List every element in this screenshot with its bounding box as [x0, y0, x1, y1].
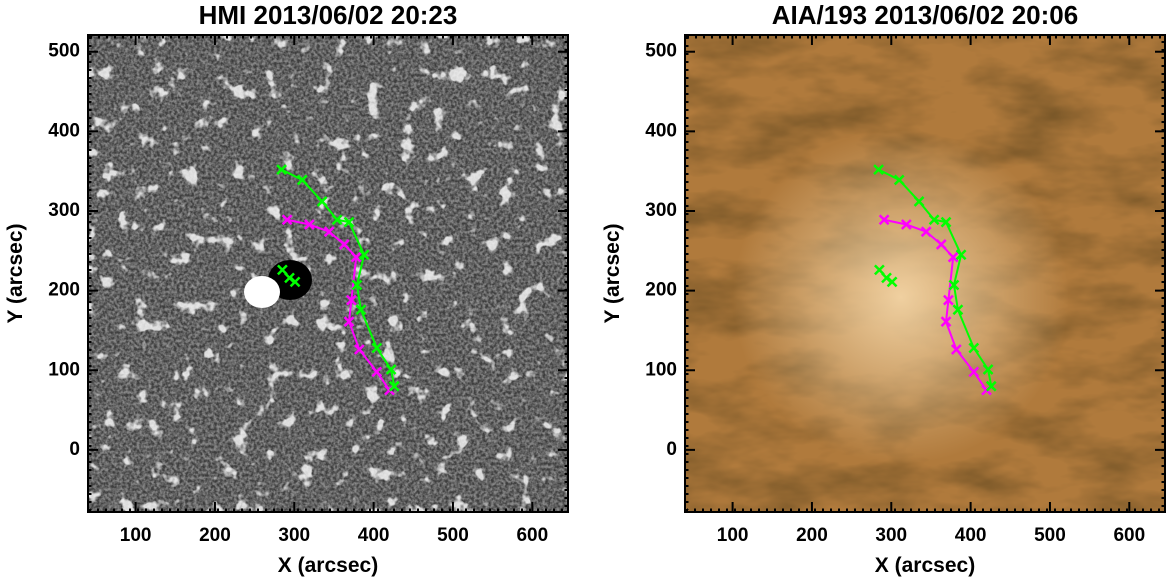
trace-marker	[873, 164, 884, 175]
trace-marker	[982, 364, 994, 375]
y-tick-label: 300	[645, 200, 677, 221]
chart-title: HMI 2013/06/02 20:23	[199, 0, 458, 30]
trace-marker	[920, 226, 932, 238]
trace-marker	[873, 264, 885, 276]
trace-marker	[323, 226, 335, 238]
trace-marker	[985, 380, 997, 392]
minor-tick-frame	[88, 35, 568, 512]
y-tick-label: 500	[645, 41, 677, 62]
trace-marker	[276, 264, 288, 276]
x-tick-label: 300	[875, 525, 907, 546]
x-tick-label: 100	[717, 525, 749, 546]
trace-marker	[968, 342, 980, 354]
aia-image	[685, 35, 1165, 512]
x-tick-label: 400	[955, 525, 987, 546]
y-axis-label: Y (arcsec)	[4, 223, 27, 323]
y-tick-label: 400	[645, 120, 677, 141]
trace-marker	[968, 366, 980, 378]
chart-title: AIA/193 2013/06/02 20:06	[772, 0, 1078, 30]
y-tick-label: 300	[48, 200, 80, 221]
y-axis-label: Y (arcsec)	[601, 223, 624, 323]
y-tick-label: 400	[48, 120, 80, 141]
x-tick-label: 600	[516, 525, 548, 546]
trace-marker	[935, 239, 947, 250]
trace-marker	[385, 364, 397, 375]
y-tick-label: 0	[666, 439, 677, 460]
trace-marker	[351, 279, 363, 291]
trace-marker	[952, 304, 964, 316]
y-tick-label: 0	[69, 439, 80, 460]
trace-marker	[940, 216, 952, 228]
trace-marker	[289, 276, 301, 288]
trace-marker	[900, 219, 912, 230]
plot-frame	[684, 34, 1166, 513]
x-tick-label: 500	[1034, 525, 1066, 546]
x-tick-label: 200	[199, 525, 231, 546]
trace-marker	[281, 214, 293, 226]
trace-marker	[371, 366, 383, 378]
trace-marker	[343, 216, 355, 228]
trace-marker	[296, 174, 308, 186]
trace-marker	[928, 214, 940, 226]
y-tick-label: 200	[48, 280, 80, 301]
trace-marker	[316, 196, 328, 207]
trace-marker	[355, 304, 367, 316]
hmi-image	[88, 35, 568, 512]
y-tick-label: 500	[48, 41, 80, 62]
x-axis-label: X (arcsec)	[278, 554, 378, 577]
trace-marker	[878, 214, 890, 226]
trace-marker	[943, 294, 954, 306]
trace-marker	[303, 219, 315, 230]
trace-marker	[947, 251, 959, 263]
trace-line	[883, 218, 988, 391]
trace-marker	[346, 294, 357, 306]
trace-marker	[358, 249, 370, 261]
y-tick-label: 200	[645, 280, 677, 301]
trace-marker	[331, 214, 343, 226]
trace-marker	[276, 164, 287, 175]
trace-marker	[955, 249, 967, 261]
trace-marker	[343, 316, 355, 328]
trace-marker	[350, 251, 362, 263]
trace-marker	[338, 239, 350, 250]
trace-marker	[893, 174, 905, 186]
minor-tick-frame	[685, 35, 1165, 512]
trace-marker	[886, 276, 898, 288]
plot-frame	[87, 34, 569, 513]
y-tick-label: 100	[48, 359, 80, 380]
trace-line	[286, 218, 391, 391]
x-tick-label: 600	[1113, 525, 1145, 546]
x-tick-label: 300	[278, 525, 310, 546]
trace-marker	[371, 342, 383, 354]
trace-marker	[948, 279, 960, 291]
trace-marker	[950, 344, 962, 355]
x-tick-label: 200	[796, 525, 828, 546]
x-tick-label: 400	[358, 525, 390, 546]
x-tick-label: 100	[120, 525, 152, 546]
trace-marker	[353, 344, 365, 355]
trace-marker	[913, 196, 925, 207]
trace-marker	[940, 316, 952, 328]
trace-marker	[388, 380, 400, 392]
x-axis-label: X (arcsec)	[875, 554, 975, 577]
x-tick-label: 500	[437, 525, 469, 546]
y-tick-label: 100	[645, 359, 677, 380]
